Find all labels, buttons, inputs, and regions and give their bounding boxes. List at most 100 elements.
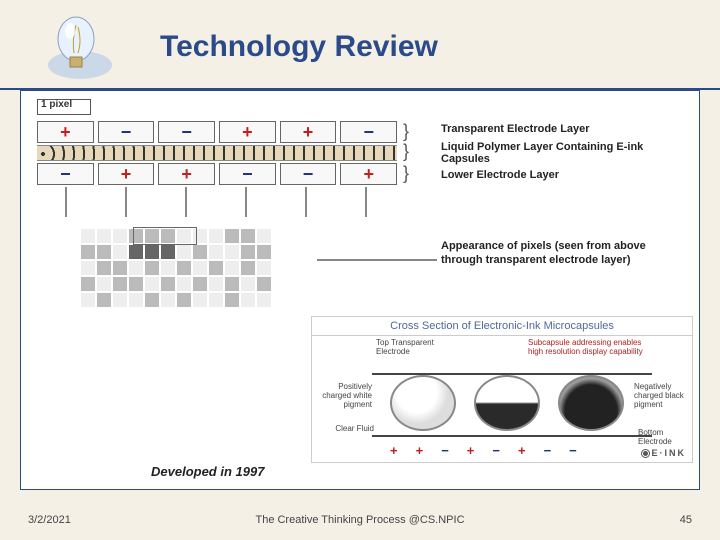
electrode-cell: +	[98, 163, 155, 185]
charge-sign: +	[518, 443, 526, 458]
brace-icon: }	[403, 141, 409, 162]
pixel-square	[209, 245, 223, 259]
charge-sign: −	[441, 443, 449, 458]
cross-section-title: Cross Section of Electronic-Ink Microcap…	[312, 317, 692, 336]
pixel-square	[177, 261, 191, 275]
pixel-square	[225, 293, 239, 307]
pixel-square	[113, 245, 127, 259]
pixel-square	[209, 293, 223, 307]
pixel-square	[225, 229, 239, 243]
pixel-square	[177, 277, 191, 291]
polymer-layer	[37, 145, 397, 161]
cs-label-top-right: Subcapsule addressing enables high resol…	[528, 339, 648, 357]
pixel-square	[241, 245, 255, 259]
pixel-square	[81, 229, 95, 243]
content-frame: 1 pixel +−−++− −++−−+ } } } Transparent …	[20, 90, 700, 490]
appearance-pointer	[317, 259, 437, 261]
layer-label-mid: Liquid Polymer Layer Containing E-ink Ca…	[441, 141, 651, 165]
pixel-square	[97, 293, 111, 307]
charge-sign: −	[544, 443, 552, 458]
pixel-square	[145, 261, 159, 275]
pixel-square	[193, 261, 207, 275]
footer-page: 45	[680, 514, 692, 526]
eink-logo-text: E·INK	[652, 448, 687, 458]
pixel-square	[145, 293, 159, 307]
pixel-square	[241, 261, 255, 275]
pixel-square	[113, 261, 127, 275]
charge-sign: +	[416, 443, 424, 458]
layer-label-top: Transparent Electrode Layer	[441, 123, 590, 135]
pixel-square	[257, 261, 271, 275]
pixel-square	[129, 245, 143, 259]
charge-sign: −	[569, 443, 577, 458]
pixel-square	[161, 261, 175, 275]
charge-row: + + − + − + − −	[390, 443, 577, 458]
footer-date: 3/2/2021	[28, 514, 71, 526]
pixel-square	[81, 277, 95, 291]
capsule-mixed	[474, 375, 540, 431]
pixel-square	[209, 261, 223, 275]
pixel-square	[225, 261, 239, 275]
pixel-square	[161, 277, 175, 291]
layer-label-bot: Lower Electrode Layer	[441, 169, 559, 181]
appearance-label: Appearance of pixels (seen from above th…	[441, 239, 661, 268]
capsule-black	[558, 375, 624, 431]
eink-logo: E·INK	[641, 448, 687, 458]
cs-label-right: Negatively charged black pigment	[634, 383, 688, 409]
pixel-square	[257, 229, 271, 243]
charge-sign: −	[492, 443, 500, 458]
brace-icon: }	[403, 121, 409, 142]
pixel-square	[193, 293, 207, 307]
pixel-square	[161, 245, 175, 259]
electrode-cell: −	[158, 121, 215, 143]
pixel-square	[145, 277, 159, 291]
pixel-square	[81, 261, 95, 275]
electrode-cell: −	[37, 163, 94, 185]
pixel-square	[257, 293, 271, 307]
pixel-square	[145, 245, 159, 259]
pixel-square	[129, 293, 143, 307]
electrode-cell: −	[219, 163, 276, 185]
pixel-square	[177, 293, 191, 307]
brace-icon: }	[403, 163, 409, 184]
lightbulb-icon	[30, 5, 120, 85]
cs-label-top-left: Top Transparent Electrode	[376, 339, 446, 357]
pixel-square	[225, 245, 239, 259]
pixel-square	[81, 245, 95, 259]
cs-label-bot-left: Clear Fluid	[334, 425, 374, 434]
pixel-square	[257, 277, 271, 291]
top-electrode-row: +−−++−	[37, 121, 397, 143]
electrode-cell: −	[280, 163, 337, 185]
title-bar: Technology Review	[0, 0, 720, 90]
pixel-square	[113, 293, 127, 307]
electrode-cell: +	[280, 121, 337, 143]
pixel-square	[129, 261, 143, 275]
charge-sign: +	[390, 443, 398, 458]
pixel-square	[97, 261, 111, 275]
page-title: Technology Review	[160, 30, 720, 64]
pixel-square	[113, 229, 127, 243]
pixel-square	[97, 277, 111, 291]
pixel-square	[209, 229, 223, 243]
pixel-square	[193, 245, 207, 259]
pixel-square	[97, 229, 111, 243]
pixel-square	[257, 245, 271, 259]
footer: 3/2/2021 The Creative Thinking Process @…	[0, 500, 720, 540]
footer-source: The Creative Thinking Process @CS.NPIC	[255, 514, 464, 526]
pixel-square	[113, 277, 127, 291]
pixel-square	[225, 277, 239, 291]
pixel-square	[97, 245, 111, 259]
pixel-square	[241, 229, 255, 243]
pixel-square	[241, 277, 255, 291]
pixel-label: 1 pixel	[41, 99, 72, 110]
electrode-cell: +	[219, 121, 276, 143]
developed-caption: Developed in 1997	[151, 464, 264, 479]
pixel-square	[161, 293, 175, 307]
eink-layer-diagram: 1 pixel +−−++− −++−−+ } } } Transparent …	[31, 99, 689, 309]
cross-section-diagram: Cross Section of Electronic-Ink Microcap…	[311, 316, 693, 463]
pixel-grid-highlight	[133, 227, 197, 245]
pixel-square	[177, 245, 191, 259]
electrode-cell: −	[98, 121, 155, 143]
capsule-white	[390, 375, 456, 431]
charge-sign: +	[467, 443, 475, 458]
